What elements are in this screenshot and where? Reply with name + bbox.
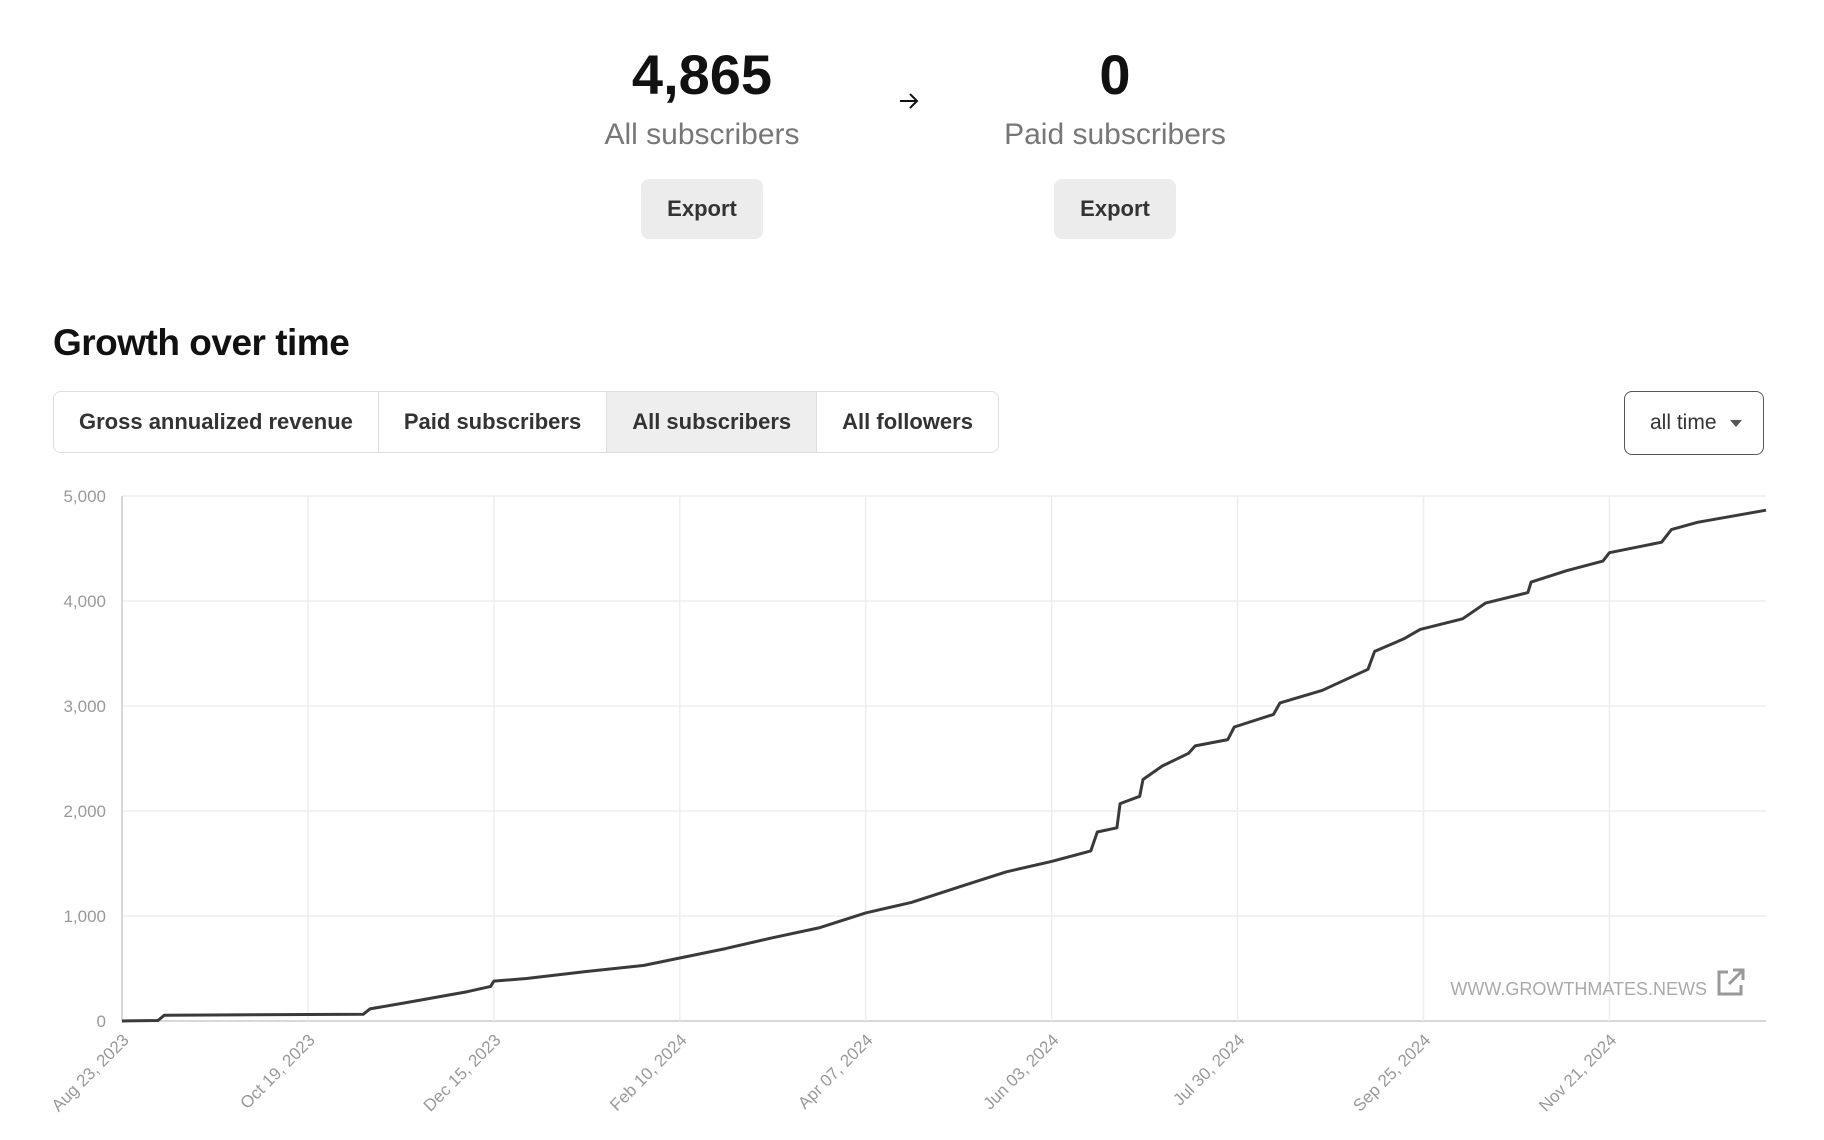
data-line — [121, 508, 1767, 1023]
tab[interactable]: Paid subscribers — [378, 392, 608, 452]
stat-value: 4,865 — [631, 43, 773, 106]
chart: 0 1,000 2,000 3,000 4,000 5,000 Aug 23, 2023 Oc… — [48, 487, 1767, 1115]
y-tick-label: 0 — [97, 1012, 106, 1031]
range-label: all time — [1650, 411, 1717, 434]
icon-box — [1717, 970, 1743, 996]
arrow-icon — [900, 93, 919, 109]
range-dropdown[interactable]: all time — [1624, 391, 1764, 455]
x-tick-label: Nov 21, 2024 — [1535, 1030, 1620, 1115]
tab[interactable]: Gross annualized revenue — [54, 392, 379, 452]
x-tick-label: Sep 25, 2024 — [1349, 1030, 1434, 1115]
x-tick-label: Dec 15, 2023 — [420, 1030, 505, 1115]
y-tick-label: 5,000 — [63, 487, 106, 506]
tab[interactable]: All subscribers — [607, 392, 818, 452]
caret — [1730, 420, 1742, 427]
x-tick-label: Jul 30, 2024 — [1169, 1030, 1248, 1109]
external-link-icon — [1717, 968, 1745, 996]
watermark: WWW.GROWTHMATES.NEWS — [1450, 979, 1707, 999]
stat-value: 0 — [1099, 43, 1131, 106]
icon-arrow — [1727, 968, 1745, 986]
x-tick-label: Apr 07, 2024 — [794, 1030, 876, 1112]
tab[interactable]: All followers — [817, 392, 998, 452]
stat-label: All subscribers — [604, 118, 800, 151]
x-tick-label: Aug 23, 2023 — [48, 1030, 133, 1115]
y-tick-label: 4,000 — [63, 592, 106, 611]
x-tick-label: Feb 10, 2024 — [606, 1030, 690, 1114]
section-title: Growth over time — [53, 322, 350, 363]
tab-bar: Gross annualized revenue Paid subscribers… — [53, 391, 999, 453]
y-tick-label: 2,000 — [63, 802, 106, 821]
stat-label: Paid subscribers — [1004, 118, 1226, 151]
x-tick-label: Oct 19, 2023 — [236, 1030, 318, 1112]
y-tick-label: 1,000 — [63, 907, 106, 926]
export-button[interactable]: Export — [641, 179, 763, 239]
y-tick-label: 3,000 — [63, 697, 106, 716]
export-button[interactable]: Export — [1054, 179, 1176, 239]
x-tick-label: Jun 03, 2024 — [980, 1030, 1063, 1113]
